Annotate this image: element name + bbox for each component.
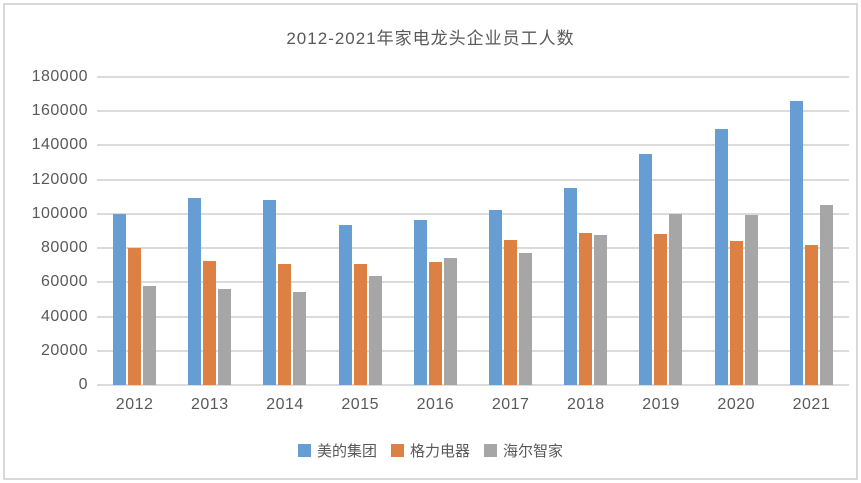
- bar: [143, 286, 157, 385]
- gridline: [97, 212, 849, 215]
- bar: [293, 292, 307, 385]
- bar-group: [113, 77, 157, 385]
- bar: [654, 234, 668, 385]
- y-tick-label: 160000: [31, 102, 88, 120]
- bar: [368, 276, 382, 385]
- x-tick-label: 2019: [642, 396, 680, 413]
- bar: [428, 262, 442, 385]
- gridline: [97, 76, 849, 78]
- gridline: [97, 247, 849, 250]
- gridline: [97, 315, 849, 318]
- legend-swatch-icon: [390, 444, 404, 457]
- x-tick-label: 2018: [567, 396, 605, 413]
- bar: [218, 289, 232, 385]
- legend-label: 美的集团: [316, 443, 377, 460]
- legend-item: 格力电器: [390, 440, 470, 461]
- x-tick-label: 2020: [717, 396, 756, 413]
- gridline: [97, 281, 849, 284]
- x-tick-label: 2014: [266, 396, 304, 413]
- y-tick-label: 40000: [41, 307, 88, 325]
- y-tick-label: 0: [78, 376, 88, 393]
- x-tick-label: 2013: [191, 396, 229, 413]
- bar: [113, 214, 127, 385]
- chart-title: 2012-2021年家电龙头企业员工人数: [286, 29, 575, 48]
- bar: [789, 101, 803, 385]
- bar: [338, 225, 352, 385]
- bar-group: [714, 77, 758, 385]
- bar: [188, 198, 202, 385]
- bar: [128, 248, 142, 385]
- bar: [714, 129, 728, 385]
- bar: [639, 154, 653, 385]
- gridline: [97, 110, 849, 113]
- x-tick-label: 2015: [341, 396, 379, 413]
- bar: [263, 200, 277, 385]
- bar: [579, 233, 593, 385]
- bar-group: [188, 77, 232, 385]
- x-tick-label: 2021: [792, 396, 831, 413]
- gridline: [97, 349, 849, 352]
- bar: [519, 253, 533, 385]
- x-tick-label: 2012: [115, 396, 154, 413]
- plot-area: [97, 77, 849, 385]
- bar: [413, 220, 427, 385]
- gridline: [97, 144, 849, 147]
- x-tick-label: 2017: [491, 396, 530, 413]
- bar: [729, 241, 743, 385]
- gridline: [97, 178, 849, 181]
- y-tick-label: 60000: [41, 273, 88, 291]
- bar-group: [564, 77, 608, 385]
- legend-swatch-icon: [297, 444, 311, 457]
- x-axis-tick-labels: 2012 2013 2014 2015 2016 2017 2018 2019 2020 2021: [97, 395, 849, 415]
- bar-group: [413, 77, 457, 385]
- bar: [443, 258, 457, 385]
- y-tick-label: 140000: [31, 136, 88, 154]
- legend-swatch-icon: [484, 444, 497, 457]
- y-tick-label: 180000: [31, 68, 88, 85]
- y-tick-label: 20000: [41, 341, 88, 359]
- bar: [744, 215, 758, 385]
- legend: 美的集团 格力电器 海尔智家: [0, 440, 861, 461]
- legend-label: 格力电器: [409, 443, 470, 460]
- legend-item: 美的集团: [297, 440, 377, 461]
- bar: [669, 214, 683, 385]
- y-tick-label: 80000: [41, 239, 88, 257]
- y-tick-label: 100000: [31, 204, 88, 222]
- bar: [564, 188, 578, 385]
- bar: [489, 210, 503, 385]
- gridline: [97, 384, 849, 386]
- bar-group: [789, 77, 833, 385]
- bar: [278, 264, 292, 385]
- bar: [203, 261, 217, 385]
- bar: [819, 205, 833, 385]
- bar: [594, 235, 608, 385]
- bar-group: [263, 77, 307, 385]
- bar-group: [639, 77, 683, 385]
- legend-item: 海尔智家: [484, 440, 563, 461]
- bar: [804, 245, 818, 385]
- y-tick-label: 120000: [31, 170, 88, 188]
- bar-group: [489, 77, 533, 385]
- x-tick-label: 2016: [416, 396, 455, 413]
- bar: [504, 240, 518, 385]
- legend-label: 海尔智家: [503, 443, 564, 460]
- bar: [353, 264, 367, 385]
- bar-group: [338, 77, 382, 385]
